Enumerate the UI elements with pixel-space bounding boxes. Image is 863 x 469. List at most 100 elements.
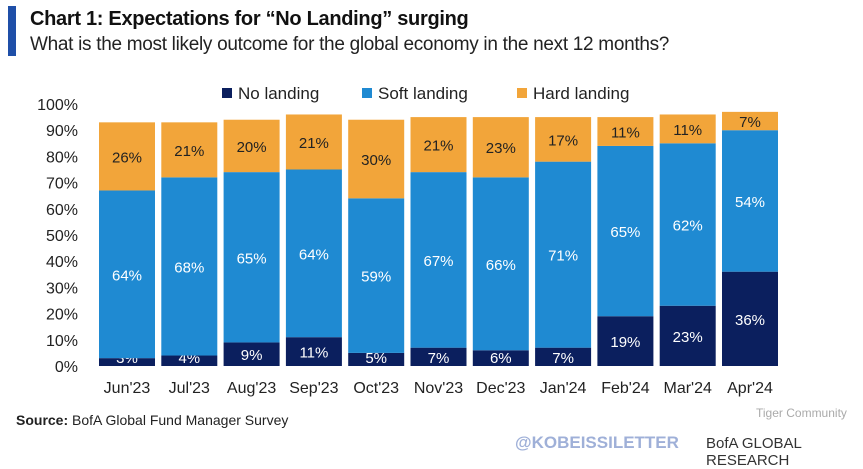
x-tick-label: Jan'24 [540, 380, 587, 397]
x-tick-label: Jul'23 [169, 380, 210, 397]
legend-label: Hard landing [533, 84, 629, 103]
bar-segment [99, 358, 155, 366]
data-label: 67% [423, 253, 453, 270]
bar-segment [348, 119, 405, 199]
bar-segment [597, 145, 654, 317]
bar-segment [223, 342, 280, 366]
x-tick-label: Sep'23 [289, 380, 338, 397]
bar-segment [722, 271, 778, 366]
bar-segment [285, 169, 342, 338]
x-tick-label: Jun'23 [104, 380, 151, 397]
data-label: 62% [673, 218, 703, 235]
data-label: 21% [299, 135, 329, 152]
data-label: 17% [548, 132, 578, 149]
data-label: 26% [112, 149, 142, 166]
bar-segment [659, 114, 716, 144]
bar-segment [722, 130, 778, 272]
bar-segment [285, 114, 342, 170]
y-tick-label: 40% [46, 254, 78, 271]
bar-segment [348, 198, 405, 353]
bar-segment [597, 316, 654, 366]
data-label: 5% [365, 350, 387, 367]
data-label: 19% [610, 334, 640, 351]
data-label: 68% [174, 259, 204, 276]
legend-swatch [517, 88, 527, 98]
data-label: 64% [299, 246, 329, 263]
bar-segment [722, 111, 778, 131]
data-label: 65% [610, 224, 640, 241]
data-label: 7% [552, 350, 574, 367]
x-tick-label: Aug'23 [227, 380, 276, 397]
title-accent-bar [8, 6, 16, 56]
source-note: Source: BofA Global Fund Manager Survey [16, 412, 288, 428]
x-tick-label: Feb'24 [601, 380, 650, 397]
data-label: 66% [486, 257, 516, 274]
y-tick-label: 80% [46, 149, 78, 166]
data-label: 65% [237, 250, 267, 267]
bar-segment [161, 177, 218, 356]
y-tick-label: 90% [46, 123, 78, 140]
data-label: 9% [241, 347, 263, 364]
data-label: 20% [237, 139, 267, 156]
data-label: 21% [174, 143, 204, 160]
legend-label: Soft landing [378, 84, 468, 103]
bar-segment [161, 122, 218, 178]
bar-segment [285, 337, 342, 366]
bar-segment [99, 190, 155, 359]
bar-segment [472, 177, 529, 351]
bar-segment [535, 117, 592, 162]
data-label: 11% [299, 345, 328, 362]
y-tick-label: 70% [46, 176, 78, 193]
bar-segment [472, 117, 529, 178]
data-label: 7% [739, 114, 761, 131]
bar-segment [535, 347, 592, 366]
bar-segment [472, 350, 529, 366]
x-tick-label: Apr'24 [727, 380, 773, 397]
data-label: 64% [112, 267, 142, 284]
bar-segment [410, 172, 467, 348]
data-label: 59% [361, 269, 391, 286]
data-label: 7% [428, 350, 450, 367]
x-tick-label: Mar'24 [663, 380, 712, 397]
bar-segment [659, 305, 716, 366]
bar-segment [223, 119, 280, 173]
x-tick-label: Oct'23 [353, 380, 399, 397]
y-tick-label: 60% [46, 202, 78, 219]
watermark-community: Tiger Community [756, 406, 847, 420]
bar-segment [535, 161, 592, 348]
data-label: 54% [735, 194, 765, 211]
bar-segment [223, 172, 280, 343]
y-tick-label: 50% [46, 228, 78, 245]
source-text: BofA Global Fund Manager Survey [72, 412, 289, 428]
y-tick-label: 0% [55, 359, 78, 376]
bar-segment [410, 347, 467, 366]
data-label: 23% [673, 329, 703, 346]
chart-title: Chart 1: Expectations for “No Landing” s… [30, 8, 469, 30]
y-tick-label: 10% [46, 333, 78, 350]
data-label: 11% [673, 122, 702, 139]
data-label: 6% [490, 350, 512, 367]
bar-segment [659, 143, 716, 306]
bar-segment [348, 352, 405, 366]
watermark-handle: @KOBEISSILETTER [515, 433, 679, 452]
y-tick-label: 20% [46, 307, 78, 324]
data-label: 21% [423, 138, 453, 155]
bar-segment [161, 355, 218, 366]
x-tick-label: Nov'23 [414, 380, 463, 397]
data-label: 30% [361, 152, 391, 169]
data-label: 23% [486, 140, 516, 157]
data-label: 71% [548, 248, 578, 265]
legend-label: No landing [238, 84, 319, 103]
legend-swatch [362, 88, 372, 98]
watermark-brand: BofA GLOBAL RESEARCH [706, 435, 802, 469]
data-label: 11% [611, 125, 640, 142]
y-tick-label: 30% [46, 280, 78, 297]
source-label: Source: [16, 412, 69, 428]
data-label: 36% [735, 312, 765, 329]
x-tick-label: Dec'23 [476, 380, 525, 397]
legend-swatch [222, 88, 232, 98]
y-tick-label: 100% [37, 97, 78, 114]
bar-segment [597, 117, 654, 146]
bar-segment [410, 117, 467, 173]
